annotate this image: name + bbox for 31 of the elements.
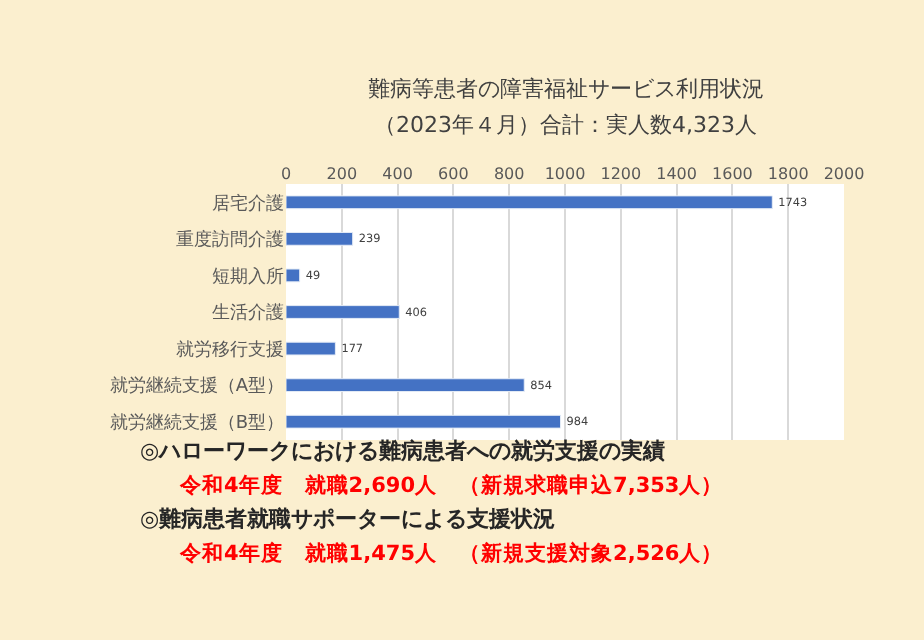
bar — [286, 378, 525, 393]
y-tick-label: 生活介護 — [212, 302, 284, 325]
text: 令和4年度 就職1,475人 （新規支援対象2,526人） — [178, 540, 724, 566]
y-tick-label: 就労移行支援 — [176, 338, 284, 361]
y-tick-label: 就労継続支援（A型） — [109, 375, 284, 398]
x-tick-label: 2000 — [823, 164, 865, 183]
x-tick-label: 800 — [493, 164, 525, 183]
bar — [286, 305, 400, 319]
bar — [286, 341, 336, 356]
text: 令和4年度 就職2,690人 （新規求職申込7,353人） — [178, 472, 724, 498]
x-tick-label: 1800 — [767, 164, 809, 183]
y-tick-label: 短期入所 — [212, 265, 284, 288]
annotation: ◎ハローワークにおける難病患者への就労支援の実績 — [140, 438, 666, 464]
chart-subtitle: （2023年４月）合計：実人数4,323人 — [374, 112, 757, 138]
bar — [286, 268, 301, 283]
text: ◎難病患者就職サポーターによる支援状況 — [140, 506, 556, 532]
x-tick-label: 200 — [326, 164, 358, 183]
bar — [286, 231, 354, 246]
y-tick-label: 重度訪問介護 — [176, 229, 284, 252]
chart-title: 難病等患者の障害福祉サービス利用状況 — [368, 76, 764, 102]
x-tick-label: 1400 — [656, 164, 697, 183]
x-tick-label: 1600 — [712, 164, 753, 183]
x-tick-label: 1200 — [600, 164, 642, 183]
y-tick-label: 居宅介護 — [212, 192, 284, 215]
x-tick-label: 400 — [382, 164, 413, 183]
bar — [286, 414, 562, 429]
y-tick-label: 就労継続支援（B型） — [109, 412, 284, 435]
bar — [286, 195, 773, 210]
x-tick-label: 1000 — [544, 164, 586, 183]
x-tick-label: 0 — [280, 164, 292, 183]
x-tick-label: 600 — [438, 164, 469, 183]
